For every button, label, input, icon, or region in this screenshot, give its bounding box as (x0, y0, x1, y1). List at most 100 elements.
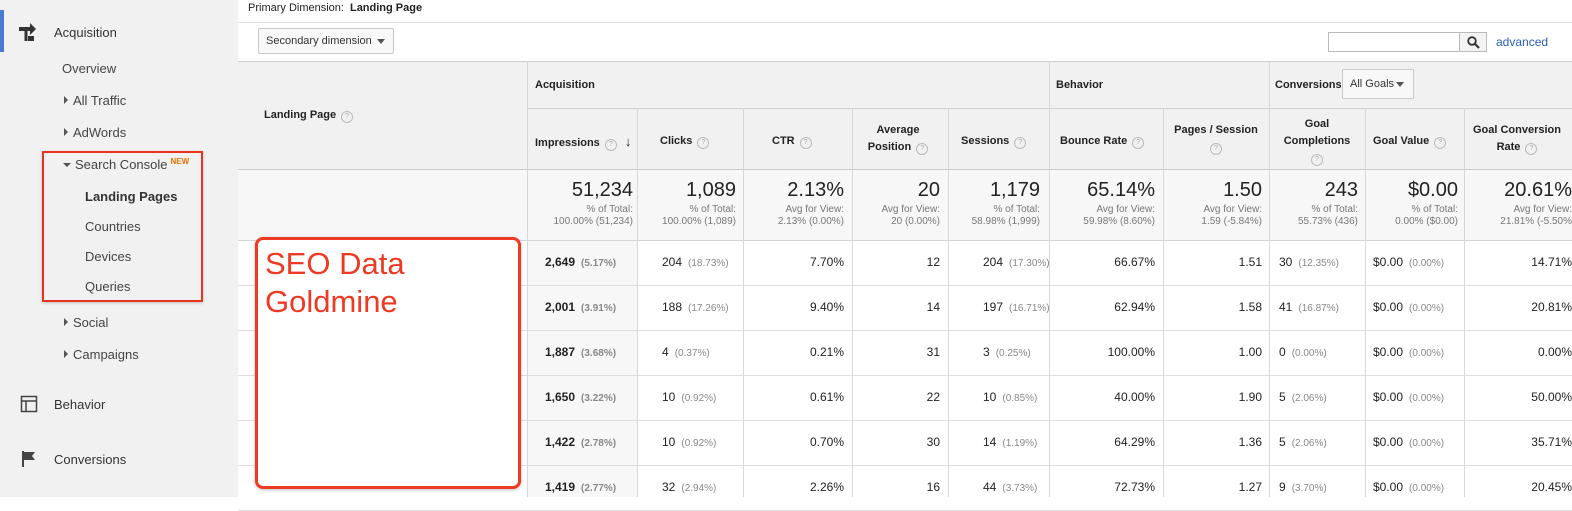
cell-value: 30 (926, 435, 940, 449)
total-caption: Avg for View: (1513, 204, 1572, 215)
search-button[interactable] (1460, 32, 1487, 52)
cell-value: 2,649 (545, 255, 576, 269)
metrics-header (528, 61, 1572, 170)
sort-desc-icon[interactable]: ↓ (624, 134, 632, 149)
cell-value: 1.58 (1238, 300, 1262, 314)
primary-dimension-value[interactable]: Landing Page (349, 2, 423, 14)
cell-percent: (1.19%) (1002, 438, 1038, 449)
table-search-input[interactable] (1328, 32, 1460, 52)
cell-value: $0.00 (1373, 390, 1404, 404)
nav-search-console[interactable]: Search Console NEW (63, 157, 189, 172)
cell-value: 20.81% (1531, 300, 1572, 314)
nav-behavior[interactable]: Behavior (18, 394, 105, 414)
table-cell: 22 (927, 390, 940, 404)
table-cell: $0.00 (0.00%) (1373, 345, 1444, 359)
help-icon[interactable]: ? (697, 137, 710, 149)
col-avg-position[interactable]: Average Position? (864, 122, 932, 156)
column-divider (1464, 108, 1465, 497)
nav-devices[interactable]: Devices (85, 249, 132, 264)
col-sessions[interactable]: Sessions? (961, 133, 1027, 150)
nav-landing-pages[interactable]: Landing Pages (85, 189, 178, 204)
cell-percent: (2.77%) (581, 483, 617, 494)
table-cell: 35.71% (1531, 435, 1572, 449)
help-icon[interactable]: ? (1014, 137, 1027, 149)
cell-value: 10 (662, 390, 676, 404)
secondary-dimension-dropdown[interactable]: Secondary dimension (258, 28, 394, 54)
col-impressions[interactable]: Impressions? ↓ (535, 133, 631, 152)
help-icon[interactable]: ? (1311, 154, 1323, 166)
total-value: 1.50 (1223, 179, 1262, 201)
col-ctr[interactable]: CTR? (772, 133, 812, 150)
total-value: 51,234 (571, 179, 633, 201)
table-cell: 0 (0.00%) (1279, 345, 1327, 359)
search-icon (1466, 35, 1480, 49)
nav-queries[interactable]: Queries (85, 279, 131, 294)
cell-value: 1.90 (1238, 390, 1262, 404)
col-bounce-rate[interactable]: Bounce Rate? (1060, 133, 1145, 150)
row-divider (238, 330, 1572, 331)
total-value: 243 (1324, 179, 1358, 201)
table-cell: 44 (3.73%) (983, 480, 1037, 494)
col-pages-per-session[interactable]: Pages / Session? (1168, 122, 1264, 156)
nav-campaigns[interactable]: Campaigns (64, 347, 139, 362)
acquisition-icon (18, 22, 40, 42)
nav-conversions[interactable]: Conversions (18, 449, 126, 469)
cell-percent: (0.00%) (1291, 348, 1327, 359)
cell-percent: (17.30%) (1009, 258, 1050, 269)
cell-value: 30 (1279, 255, 1293, 269)
nav-all-traffic[interactable]: All Traffic (64, 93, 126, 108)
help-icon[interactable]: ? (916, 143, 929, 155)
total-caption: Avg for View: (785, 204, 844, 215)
cell-value: 14.71% (1531, 255, 1572, 269)
cell-percent: (3.70%) (1291, 483, 1327, 494)
table-cell: 1.51 (1239, 255, 1262, 269)
total-caption: % of Total: (1411, 204, 1458, 215)
col-goal-value[interactable]: Goal Value? (1373, 133, 1447, 150)
nav-behavior-label: Behavior (54, 396, 106, 412)
goals-dropdown[interactable]: All Goals (1342, 69, 1414, 99)
total-detail: 100.00% (1,089) (662, 216, 736, 227)
cell-value: 22 (926, 390, 940, 404)
cell-value: 9 (1279, 480, 1286, 494)
cell-value: 35.71% (1531, 435, 1572, 449)
cell-percent: (3.22%) (581, 393, 617, 404)
table-cell: 1,887 (3.68%) (545, 345, 616, 359)
table-cell: $0.00 (0.00%) (1373, 435, 1444, 449)
help-icon[interactable]: ? (1210, 143, 1222, 155)
total-caption: Avg for View: (1096, 204, 1155, 215)
table-cell: 1.36 (1239, 435, 1262, 449)
col-clicks[interactable]: Clicks? (660, 133, 710, 150)
nav-countries[interactable]: Countries (85, 219, 141, 234)
help-icon[interactable]: ? (1434, 137, 1447, 149)
table-cell: 2,649 (5.17%) (545, 255, 616, 269)
nav-adwords[interactable]: AdWords (64, 125, 126, 140)
help-icon[interactable]: ? (604, 139, 617, 151)
total-value: 65.14% (1087, 179, 1155, 201)
nav-acquisition-label: Acquisition (54, 24, 117, 40)
col-landing-page[interactable]: Landing Page? (264, 107, 354, 124)
header-divider (528, 108, 1572, 109)
col-goal-completions[interactable]: Goal Completions? (1278, 116, 1356, 167)
help-icon[interactable]: ? (1132, 137, 1145, 149)
cell-percent: (5.17%) (581, 258, 617, 269)
col-avg-position-label: Average Position (867, 124, 920, 153)
table-cell: 14 (1.19%) (983, 435, 1037, 449)
cell-value: 188 (662, 300, 683, 314)
table-cell: 1,650 (3.22%) (545, 390, 616, 404)
cell-percent: (0.92%) (681, 393, 717, 404)
nav-social[interactable]: Social (64, 315, 108, 330)
help-icon[interactable]: ? (1525, 143, 1538, 155)
advanced-link[interactable]: advanced (1496, 35, 1549, 49)
total-caption: % of Total: (586, 204, 633, 215)
chevron-down-icon (1396, 82, 1404, 87)
nav-acquisition[interactable]: Acquisition (18, 22, 117, 42)
help-icon[interactable]: ? (799, 137, 812, 149)
nav-overview[interactable]: Overview (62, 61, 117, 76)
table-cell: 2,001 (3.91%) (545, 300, 616, 314)
table-cell: $0.00 (0.00%) (1373, 480, 1444, 494)
cell-value: 4 (662, 345, 669, 359)
cell-value: 1.36 (1238, 435, 1262, 449)
col-goal-conversion-rate[interactable]: Goal Conversion Rate? (1471, 122, 1563, 156)
help-icon[interactable]: ? (341, 111, 354, 123)
total-value: 1,179 (989, 179, 1040, 201)
